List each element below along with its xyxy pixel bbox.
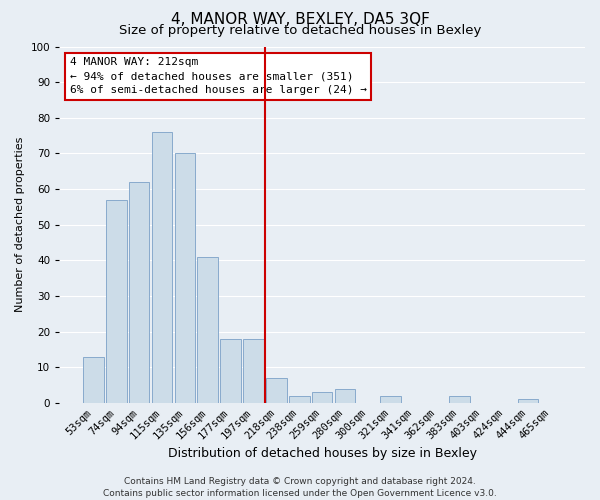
Bar — [518, 400, 538, 403]
Bar — [197, 257, 218, 403]
Bar — [129, 182, 149, 403]
Bar — [220, 339, 241, 403]
Text: Contains HM Land Registry data © Crown copyright and database right 2024.
Contai: Contains HM Land Registry data © Crown c… — [103, 476, 497, 498]
Bar — [266, 378, 287, 403]
Bar — [106, 200, 127, 403]
Bar — [380, 396, 401, 403]
Y-axis label: Number of detached properties: Number of detached properties — [15, 137, 25, 312]
Bar — [83, 356, 104, 403]
Text: 4 MANOR WAY: 212sqm
← 94% of detached houses are smaller (351)
6% of semi-detach: 4 MANOR WAY: 212sqm ← 94% of detached ho… — [70, 57, 367, 95]
Bar — [175, 154, 195, 403]
Bar — [449, 396, 470, 403]
Text: 4, MANOR WAY, BEXLEY, DA5 3QF: 4, MANOR WAY, BEXLEY, DA5 3QF — [170, 12, 430, 28]
Bar — [152, 132, 172, 403]
Text: Size of property relative to detached houses in Bexley: Size of property relative to detached ho… — [119, 24, 481, 37]
Bar — [289, 396, 310, 403]
Bar — [335, 388, 355, 403]
Bar — [243, 339, 264, 403]
X-axis label: Distribution of detached houses by size in Bexley: Distribution of detached houses by size … — [167, 447, 476, 460]
Bar — [312, 392, 332, 403]
